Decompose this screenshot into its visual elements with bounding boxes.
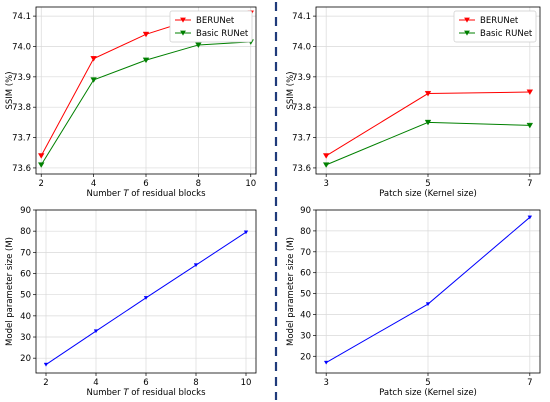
chart-0-y-axis-label: SSIM (%) xyxy=(5,71,15,109)
chart-0-y-tick-label: 74.1 xyxy=(12,12,31,22)
chart-1-y-tick-label: 74.0 xyxy=(292,42,311,52)
chart-2-y-tick-label: 80 xyxy=(20,227,31,237)
chart-2-y-tick-label: 50 xyxy=(20,291,31,301)
chart-2-x-tick-label: 8 xyxy=(193,378,198,388)
chart-1-x-axis-label: Patch size (Kernel size) xyxy=(379,189,477,199)
chart-0-y-tick-label: 73.8 xyxy=(12,103,31,113)
chart-1-series-1-point xyxy=(322,162,330,168)
chart-1-y-tick-label: 73.8 xyxy=(292,103,311,113)
chart-2-y-tick-label: 40 xyxy=(20,312,31,322)
chart-1-x-tick-label: 7 xyxy=(527,179,532,189)
chart-0-legend-box xyxy=(169,10,253,43)
chart-2-y-tick-label: 70 xyxy=(20,248,31,258)
chart-0-y-tick-label: 73.6 xyxy=(12,164,31,174)
chart-0-series-1-point xyxy=(142,57,150,64)
chart-2-x-tick-label: 10 xyxy=(241,378,252,388)
chart-0-y-tick-label: 74.0 xyxy=(12,42,31,52)
chart-0-legend-label-1: Basic RUNet xyxy=(196,29,249,39)
chart-3-series-0-point xyxy=(527,215,533,220)
chart-0-plot-frame xyxy=(35,6,257,175)
chart-1-series-0-point xyxy=(424,91,432,97)
chart-1-series-0-point xyxy=(322,153,330,159)
chart-1-legend-label-1: Basic RUNet xyxy=(480,29,533,39)
chart-0-series-0-point xyxy=(90,56,97,62)
chart-2-y-tick-label: 90 xyxy=(20,206,31,216)
chart-3-y-tick-label: 90 xyxy=(300,206,311,216)
chart-2-y-tick-label: 20 xyxy=(20,354,31,364)
chart-top-left: 2 4 6 8 10 73.6 73.7 73.8 73.9 74.0 74.1 Number T o… xyxy=(5,6,257,199)
chart-0-x-tick-label: 8 xyxy=(196,179,201,189)
chart-3-y-tick-label: 50 xyxy=(300,290,311,300)
chart-2-x-tick-label: 4 xyxy=(93,378,98,388)
chart-1-legend-label-0: BERUNet xyxy=(480,16,519,26)
chart-0-x-tick-label: 4 xyxy=(91,179,96,189)
chart-3-x-tick-label: 3 xyxy=(323,378,328,388)
chart-0-series-0-point xyxy=(142,31,150,38)
chart-2-series-0-point xyxy=(243,230,249,235)
chart-bottom-left: 2 4 6 8 10 20 30 40 50 60 70 80 90 Number T of residu… xyxy=(5,206,257,398)
chart-1-series-1-point xyxy=(424,119,432,126)
chart-0-x-tick-label: 2 xyxy=(39,179,44,189)
chart-1-x-tick-label: 5 xyxy=(425,179,430,189)
chart-2-y-tick-label: 30 xyxy=(20,333,31,343)
chart-0-legend-marker-1 xyxy=(180,30,186,36)
chart-3-series-0-point xyxy=(425,302,431,307)
chart-top-right: 3 5 7 73.6 73.7 73.8 73.9 74.0 74.1 Patch size (K… xyxy=(286,6,541,199)
chart-bottom-right: 3 5 7 20 30 40 50 60 70 80 90 Patch size (Kernel si… xyxy=(286,206,541,398)
chart-1-y-axis-label: SSIM (%) xyxy=(286,71,296,109)
chart-3-x-tick-label: 7 xyxy=(527,378,532,388)
chart-3-plot-frame xyxy=(315,209,541,374)
chart-0-series-1-point xyxy=(90,77,97,83)
chart-2-series-0-point xyxy=(43,362,49,367)
chart-1-plot-frame xyxy=(315,6,541,175)
chart-2-x-axis-label: Number T of residual blocks xyxy=(86,388,206,398)
chart-3-y-tick-label: 80 xyxy=(300,227,311,237)
chart-1-legend: BERUNet Basic RUNet xyxy=(453,10,537,43)
chart-3-x-axis-label: Patch size (Kernel size) xyxy=(379,388,477,398)
chart-1-legend-marker-0 xyxy=(464,17,470,23)
chart-0-legend-marker-0 xyxy=(180,17,186,23)
chart-3-y-tick-label: 30 xyxy=(300,331,311,341)
chart-2-x-tick-label: 2 xyxy=(43,378,48,388)
chart-1-legend-box xyxy=(453,10,537,43)
chart-1-x-tick-label: 3 xyxy=(323,179,328,189)
chart-2-plot-frame xyxy=(35,209,257,374)
chart-3-y-tick-label: 60 xyxy=(300,269,311,279)
chart-2-series-0-point xyxy=(143,296,149,300)
chart-2-y-axis-label: Model parameter size (M) xyxy=(5,237,15,346)
chart-0-legend-label-0: BERUNet xyxy=(196,16,235,26)
chart-0-x-tick-label: 10 xyxy=(245,179,256,189)
chart-0-x-tick-label: 6 xyxy=(143,179,148,189)
chart-3-y-tick-label: 40 xyxy=(300,310,311,320)
chart-2-y-tick-label: 60 xyxy=(20,270,31,280)
chart-3-y-tick-label: 20 xyxy=(300,352,311,362)
chart-0-series-1-point xyxy=(37,162,45,168)
chart-1-y-tick-label: 74.1 xyxy=(292,12,311,22)
chart-0-series-1-point xyxy=(195,42,202,48)
chart-0-series-0-point xyxy=(37,153,45,159)
chart-1-legend-marker-1 xyxy=(464,30,470,36)
chart-1-series-0-point xyxy=(526,89,534,96)
chart-1-y-tick-label: 73.6 xyxy=(292,164,311,174)
chart-1-series-1-point xyxy=(526,122,534,129)
chart-0-x-axis-label: Number T of residual blocks xyxy=(86,189,206,199)
chart-2-series-0-point xyxy=(193,263,199,268)
chart-3-series-0-point xyxy=(323,360,329,365)
chart-0-y-tick-label: 73.9 xyxy=(12,73,31,83)
chart-1-y-tick-label: 73.9 xyxy=(292,73,311,83)
chart-3-x-tick-label: 5 xyxy=(425,378,430,388)
chart-0-legend: BERUNet Basic RUNet xyxy=(169,10,253,43)
chart-2-x-tick-label: 6 xyxy=(143,378,148,388)
chart-1-y-tick-label: 73.7 xyxy=(292,134,311,144)
chart-3-y-tick-label: 70 xyxy=(300,248,311,258)
chart-3-y-axis-label: Model parameter size (M) xyxy=(286,237,296,346)
chart-0-y-tick-label: 73.7 xyxy=(12,134,31,144)
chart-2-series-0-point xyxy=(93,329,99,334)
